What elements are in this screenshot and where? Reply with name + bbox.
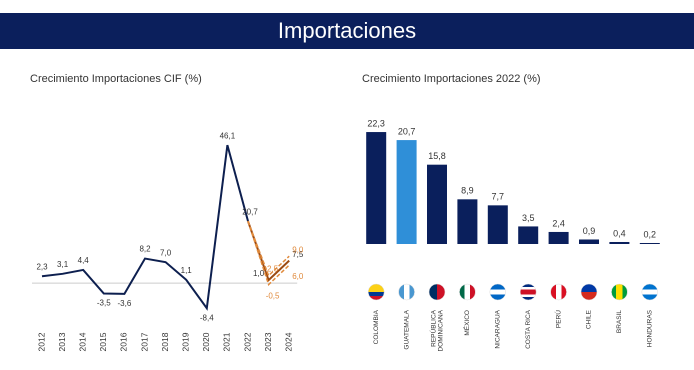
value-label: -3,6 bbox=[118, 299, 132, 308]
bar bbox=[609, 241, 630, 244]
value-label: 0,4 bbox=[613, 228, 626, 238]
x-tick-label: 2022 bbox=[242, 332, 252, 351]
flag bbox=[641, 283, 659, 301]
value-label: 1,0 bbox=[253, 269, 265, 278]
x-tick-label: HONDURAS bbox=[647, 309, 654, 347]
line-series bbox=[247, 220, 290, 286]
value-label: 6,0 bbox=[292, 272, 304, 281]
bar bbox=[427, 164, 447, 244]
value-label: -0,5 bbox=[266, 292, 280, 301]
flag bbox=[519, 283, 537, 301]
value-label: 46,1 bbox=[220, 131, 236, 140]
value-label: -3,5 bbox=[97, 299, 111, 308]
x-tick-label: BRASIL bbox=[616, 310, 623, 334]
value-label: 20,7 bbox=[242, 207, 258, 216]
bar bbox=[366, 132, 387, 244]
value-label: 8,2 bbox=[139, 245, 151, 254]
flag bbox=[459, 283, 476, 301]
x-tick-label: 2020 bbox=[201, 332, 211, 351]
bar bbox=[639, 242, 660, 244]
bar bbox=[487, 205, 508, 244]
value-label: 15,8 bbox=[428, 151, 446, 161]
value-label: 2,4 bbox=[552, 218, 565, 228]
x-tick-label: 2016 bbox=[119, 332, 129, 351]
bar bbox=[548, 231, 569, 244]
flag bbox=[489, 283, 507, 301]
x-tick-label: COSTA RICA bbox=[525, 309, 532, 349]
x-tick-label: 2018 bbox=[160, 332, 170, 351]
value-label: 22,3 bbox=[367, 118, 385, 128]
x-tick-label: 2019 bbox=[180, 332, 190, 351]
value-label: 3,1 bbox=[57, 260, 69, 269]
value-label: 2,3 bbox=[36, 262, 48, 271]
slide-title: Importaciones bbox=[278, 18, 416, 43]
x-tick-label: CHILE bbox=[586, 309, 593, 329]
bar bbox=[518, 226, 539, 244]
flag bbox=[550, 283, 567, 301]
chart-title: Crecimiento Importaciones 2022 (%) bbox=[362, 73, 541, 85]
value-label: 20,7 bbox=[398, 126, 416, 136]
bar bbox=[457, 199, 478, 244]
x-tick-label: 2017 bbox=[139, 332, 149, 351]
value-label: 7,0 bbox=[160, 248, 172, 257]
x-tick-label: REPÚBLICADOMINICANA bbox=[428, 309, 444, 351]
flag bbox=[580, 283, 598, 301]
value-label: 0,9 bbox=[583, 226, 596, 236]
value-label: 3,5 bbox=[522, 213, 535, 223]
x-tick-label: PERÚ bbox=[553, 310, 562, 328]
x-tick-label: COLOMBIA bbox=[373, 309, 380, 344]
x-tick-label: 2013 bbox=[57, 332, 67, 351]
flag bbox=[428, 283, 446, 301]
value-label: -8,4 bbox=[200, 313, 214, 322]
value-label: 1,1 bbox=[181, 266, 193, 275]
value-label: 4,4 bbox=[78, 256, 90, 265]
x-tick-label: MÉXICO bbox=[462, 310, 471, 336]
value-label: 2,5 bbox=[267, 265, 279, 274]
x-tick-label: GUATEMALA bbox=[403, 309, 410, 349]
flag bbox=[611, 283, 628, 301]
value-label: 0,2 bbox=[644, 229, 657, 239]
x-tick-label: 2015 bbox=[98, 332, 108, 351]
bar bbox=[579, 239, 599, 244]
bar bbox=[396, 140, 417, 244]
line-series bbox=[41, 144, 249, 311]
title-banner bbox=[0, 13, 694, 49]
x-tick-label: 2021 bbox=[222, 332, 232, 351]
value-label: 9,0 bbox=[292, 245, 304, 254]
value-label: 7,5 bbox=[292, 250, 304, 259]
value-label: 8,9 bbox=[461, 186, 474, 196]
x-tick-label: NICARAGUA bbox=[495, 309, 502, 348]
flag bbox=[398, 283, 415, 301]
x-tick-label: 2012 bbox=[36, 332, 46, 351]
x-tick-label: 2023 bbox=[263, 332, 273, 351]
value-label: 7,7 bbox=[492, 192, 505, 202]
flag bbox=[367, 283, 385, 301]
x-tick-label: 2024 bbox=[283, 332, 293, 351]
line-series bbox=[247, 220, 290, 277]
chart-title: Crecimiento Importaciones CIF (%) bbox=[30, 73, 202, 85]
x-tick-label: 2014 bbox=[77, 332, 87, 351]
